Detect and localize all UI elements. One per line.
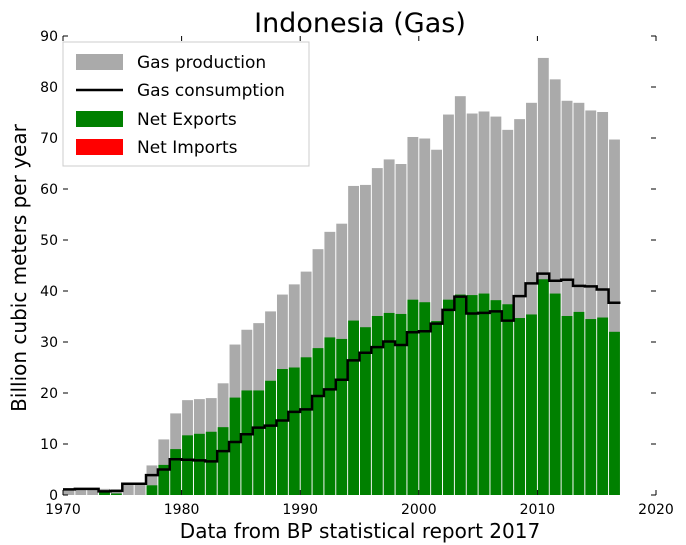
net-exports-bar — [454, 294, 466, 495]
net-exports-bar — [348, 320, 359, 495]
net-exports-bar — [585, 319, 597, 495]
net-exports-bar — [276, 369, 288, 495]
gas-production-bar — [561, 100, 573, 496]
net-exports-bar — [526, 314, 537, 495]
net-exports-bar — [549, 293, 561, 495]
net-exports-bar — [466, 295, 478, 495]
net-exports-bar — [182, 435, 193, 495]
net-exports-bar — [478, 293, 490, 495]
net-exports-bar — [419, 302, 431, 495]
net-exports-bar — [241, 390, 253, 495]
legend-label-production: Gas production — [137, 53, 266, 73]
gas-production-bar — [573, 102, 585, 495]
x-tick-label: 2020 — [638, 502, 674, 518]
x-tick-label: 1990 — [282, 502, 318, 518]
net-exports-bar — [383, 312, 395, 495]
net-exports-bar — [217, 427, 229, 495]
net-exports-bars — [99, 279, 620, 495]
x-tick-label: 2000 — [401, 502, 437, 518]
net-exports-bar — [490, 300, 502, 495]
y-tick-label: 0 — [49, 488, 58, 504]
net-exports-bar — [395, 313, 407, 495]
net-exports-bar — [265, 380, 276, 495]
net-exports-bar — [158, 464, 170, 495]
gas-production-bar — [549, 79, 561, 495]
net-exports-bar — [597, 317, 609, 495]
gas-production-bar — [110, 489, 122, 495]
net-exports-bar — [253, 390, 265, 495]
net-exports-bar — [193, 433, 205, 495]
gas-production-bar — [514, 119, 526, 495]
gas-production-bar — [609, 139, 620, 495]
net-exports-bar — [312, 348, 324, 495]
gas-production-bar — [597, 111, 609, 496]
legend-label-consumption: Gas consumption — [137, 81, 285, 101]
net-exports-bar — [360, 327, 371, 495]
net-exports-bar — [407, 299, 419, 495]
net-exports-bar — [537, 279, 549, 495]
y-tick-label: 40 — [40, 284, 58, 300]
y-tick-label: 80 — [40, 80, 58, 96]
gas-production-bar — [63, 489, 75, 495]
y-axis-ticks: 0 10 20 30 40 50 60 70 80 90 — [40, 29, 656, 504]
net-exports-bar — [146, 485, 158, 495]
legend-swatch-exports — [76, 111, 123, 127]
net-exports-bar — [288, 367, 300, 495]
x-tick-label: 1980 — [164, 502, 200, 518]
net-exports-bar — [324, 337, 336, 495]
gas-production-bar — [146, 465, 158, 495]
gas-production-bar — [526, 102, 537, 495]
y-tick-label: 10 — [40, 437, 58, 453]
y-tick-label: 70 — [40, 131, 58, 147]
net-exports-bar — [443, 299, 454, 495]
net-exports-bar — [371, 315, 383, 495]
legend-swatch-imports — [76, 139, 123, 155]
net-exports-bar — [99, 492, 110, 495]
legend-label-imports: Net Imports — [137, 138, 238, 158]
chart-title: Indonesia (Gas) — [254, 8, 466, 39]
legend-label-exports: Net Exports — [137, 110, 237, 130]
net-exports-bar — [573, 311, 585, 495]
x-axis-ticks: 1970 1980 1990 2000 2010 2020 — [45, 36, 674, 518]
gas-production-bar — [75, 488, 87, 495]
gas-production-bar — [87, 488, 99, 495]
y-tick-label: 20 — [40, 386, 58, 402]
y-tick-label: 90 — [40, 29, 58, 45]
net-exports-bar — [502, 304, 514, 495]
legend-swatch-production — [76, 54, 123, 70]
net-exports-bar — [561, 315, 573, 495]
gas-production-bar — [537, 57, 549, 496]
net-exports-bar — [609, 331, 620, 495]
net-exports-bar — [170, 449, 182, 495]
gas-production-bar — [585, 110, 597, 496]
gas-consumption-line — [63, 272, 621, 493]
net-exports-bar — [229, 397, 241, 495]
y-tick-label: 30 — [40, 335, 58, 351]
y-axis-label: Billion cubic meters per year — [7, 123, 31, 411]
legend: Gas production Gas consumption Net Expor… — [62, 41, 310, 167]
net-exports-bar — [431, 321, 443, 495]
x-axis-label: Data from BP statistical report 2017 — [180, 519, 540, 543]
x-tick-label: 1970 — [45, 502, 81, 518]
gas-production-bar — [134, 483, 146, 495]
y-tick-label: 60 — [40, 182, 58, 198]
gas-production-bar — [122, 483, 134, 495]
net-exports-bar — [514, 318, 526, 495]
net-exports-bar — [336, 338, 348, 495]
y-tick-label: 50 — [40, 233, 58, 249]
net-exports-bar — [110, 493, 122, 495]
net-exports-bar — [205, 431, 217, 495]
net-exports-bar — [300, 357, 312, 495]
x-tick-label: 2010 — [520, 502, 556, 518]
